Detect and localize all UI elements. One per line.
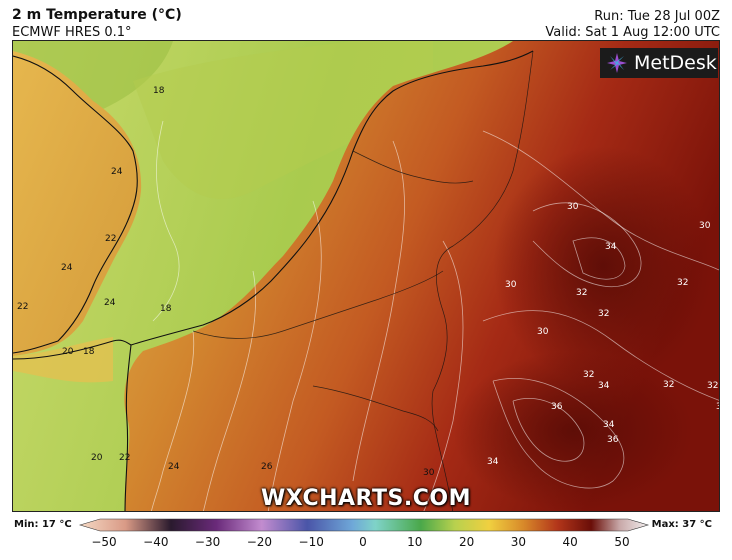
temperature-map[interactable]: 18 24 22 24 24 22 18 20 18 20 22 24 26 30 30 34 30 32 32 30… xyxy=(12,40,720,512)
contour-label: 30 xyxy=(537,327,549,337)
contour-label: 18 xyxy=(160,304,172,314)
contour-label: 30 xyxy=(423,468,435,478)
scale-tick-label: 40 xyxy=(562,535,578,549)
scale-tick-label: 10 xyxy=(407,535,423,549)
temperature-map-canvas: 18 24 22 24 24 22 18 20 18 20 22 24 26 30 30 34 30 32 32 30… xyxy=(13,41,720,511)
scale-tick-label: 20 xyxy=(458,535,475,549)
contour-label: 18 xyxy=(83,347,95,357)
contour-label: 30 xyxy=(567,202,579,212)
contour-label: 24 xyxy=(168,462,180,472)
contour-label: 34 xyxy=(487,457,499,467)
contour-label: 24 xyxy=(104,298,116,308)
britain-landmass xyxy=(13,51,142,356)
contour-label: 26 xyxy=(261,462,273,472)
metdesk-star-icon xyxy=(607,53,627,73)
metdesk-logo-text: MetDesk xyxy=(634,52,717,74)
contour-label: 36 xyxy=(551,402,563,412)
contour-label: 20 xyxy=(91,453,103,463)
contour-labels: 18 24 22 24 24 22 18 20 18 20 22 24 26 30 30 34 30 32 32 30… xyxy=(17,86,720,478)
scale-tick-label: 0 xyxy=(359,535,367,549)
scale-tick-label: −40 xyxy=(143,535,169,549)
contour-label: 34 xyxy=(603,420,615,430)
contour-label: 34 xyxy=(605,242,617,252)
run-time: Run: Tue 28 Jul 00Z xyxy=(594,9,720,24)
scale-tick-label: −50 xyxy=(91,535,117,549)
contour-label: 32 xyxy=(677,278,688,288)
contour-label: 24 xyxy=(61,263,73,273)
scale-tick-label: −30 xyxy=(194,535,221,549)
contour-label: 22 xyxy=(105,234,116,244)
contour-label: 30 xyxy=(716,402,720,412)
contour-label: 30 xyxy=(505,280,517,290)
contour-label: 18 xyxy=(153,86,165,96)
watermark: WXCHARTS.COM xyxy=(261,486,471,511)
color-scale-bar xyxy=(78,518,650,532)
contour-label: 34 xyxy=(598,381,610,391)
contour-label: 22 xyxy=(17,302,28,312)
min-temperature: Min: 17 °C xyxy=(14,519,72,530)
contour-label: 32 xyxy=(598,309,609,319)
contour-label: 36 xyxy=(607,435,619,445)
contour-label: 32 xyxy=(583,370,594,380)
metdesk-logo: MetDesk xyxy=(600,48,718,78)
model-label: ECMWF HRES 0.1° xyxy=(12,25,132,40)
map-title: 2 m Temperature (°C) xyxy=(12,7,182,23)
contour-label: 32 xyxy=(663,380,674,390)
contour-label: 22 xyxy=(119,453,130,463)
contour-label: 32 xyxy=(707,381,718,391)
contour-label: 20 xyxy=(62,347,74,357)
valid-time: Valid: Sat 1 Aug 12:00 UTC xyxy=(545,25,720,40)
max-temperature: Max: 37 °C xyxy=(651,519,712,530)
scale-tick-label: 30 xyxy=(510,535,527,549)
contour-label: 24 xyxy=(111,167,123,177)
scale-tick-label: −10 xyxy=(298,535,324,549)
scale-tick-label: −20 xyxy=(246,535,273,549)
contour-label: 32 xyxy=(576,288,587,298)
contour-label: 30 xyxy=(699,221,711,231)
scale-tick-label: 50 xyxy=(614,535,630,549)
